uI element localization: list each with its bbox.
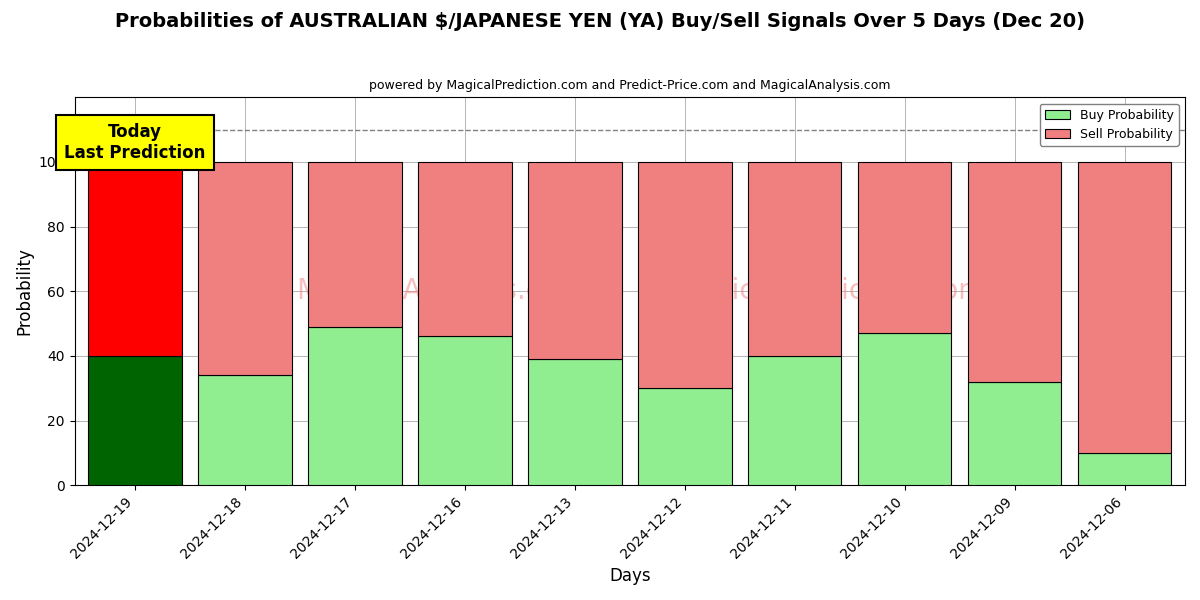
Bar	[419, 337, 511, 485]
Bar	[748, 162, 841, 356]
Text: Today
Last Prediction: Today Last Prediction	[65, 123, 206, 162]
Bar	[528, 162, 622, 359]
Bar	[1078, 162, 1171, 453]
Legend: Buy Probability, Sell Probability: Buy Probability, Sell Probability	[1040, 104, 1178, 146]
Bar	[638, 162, 732, 388]
Bar	[968, 382, 1061, 485]
Bar	[638, 388, 732, 485]
Text: Probabilities of AUSTRALIAN $/JAPANESE YEN (YA) Buy/Sell Signals Over 5 Days (De: Probabilities of AUSTRALIAN $/JAPANESE Y…	[115, 12, 1085, 31]
Bar	[308, 327, 402, 485]
Text: MagicalAnalysis.com: MagicalAnalysis.com	[296, 277, 586, 305]
Bar	[198, 375, 292, 485]
Bar	[748, 356, 841, 485]
Title: powered by MagicalPrediction.com and Predict-Price.com and MagicalAnalysis.com: powered by MagicalPrediction.com and Pre…	[370, 79, 890, 92]
Text: MagicalPrediction.com: MagicalPrediction.com	[673, 277, 986, 305]
Bar	[858, 333, 952, 485]
Bar	[968, 162, 1061, 382]
Y-axis label: Probability: Probability	[16, 247, 34, 335]
Bar	[89, 356, 182, 485]
Bar	[1078, 453, 1171, 485]
Bar	[419, 162, 511, 337]
X-axis label: Days: Days	[610, 567, 650, 585]
Bar	[858, 162, 952, 333]
Bar	[528, 359, 622, 485]
Bar	[308, 162, 402, 327]
Bar	[198, 162, 292, 375]
Bar	[89, 162, 182, 356]
